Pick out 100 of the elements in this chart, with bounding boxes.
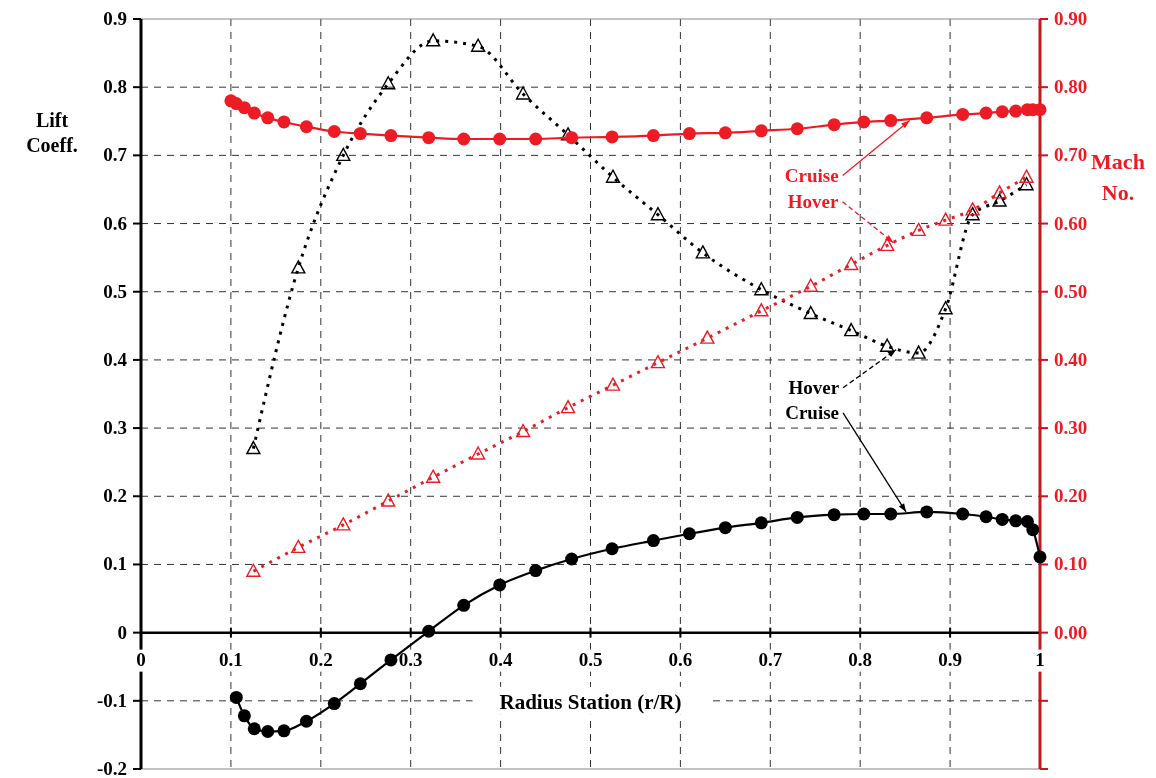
point — [277, 724, 291, 738]
point — [992, 185, 1007, 199]
point — [754, 124, 768, 138]
point — [879, 237, 895, 252]
y2-tick-label: 0.30 — [1054, 417, 1088, 439]
y-axis-title: Lift Coeff. — [26, 109, 78, 157]
point — [857, 507, 871, 521]
x-tick-label: 0.6 — [668, 648, 693, 670]
point — [247, 106, 261, 120]
point — [992, 193, 1007, 207]
point — [682, 127, 696, 141]
point — [790, 122, 804, 136]
point — [529, 132, 543, 146]
point — [261, 725, 275, 738]
y2-tick-label: 0.40 — [1054, 348, 1088, 370]
point — [457, 598, 471, 612]
y-tick-label: 0.2 — [103, 485, 127, 507]
point — [327, 125, 341, 138]
x-tick-label: 0 — [136, 648, 146, 670]
point — [384, 129, 398, 143]
point — [965, 206, 980, 221]
point — [470, 38, 486, 52]
y2-tick-label: 0.80 — [1054, 76, 1088, 98]
point — [938, 212, 953, 226]
y2-tick-label: 0.00 — [1054, 621, 1088, 643]
point — [911, 345, 926, 359]
x-tick-label: 0.9 — [938, 648, 962, 670]
point — [381, 493, 396, 507]
point — [1009, 514, 1023, 528]
point — [247, 722, 261, 736]
y-tick-label: 0.9 — [103, 8, 127, 29]
point — [515, 423, 531, 438]
point — [277, 115, 291, 129]
point — [938, 301, 953, 315]
point — [470, 446, 486, 460]
point — [646, 534, 660, 548]
point — [827, 508, 841, 522]
point — [605, 169, 621, 183]
point — [827, 118, 841, 132]
point — [336, 147, 351, 162]
x-tick-label: 0.7 — [758, 648, 783, 670]
point — [995, 105, 1009, 119]
point — [422, 624, 436, 638]
point — [646, 129, 660, 143]
point — [844, 256, 859, 271]
point — [237, 101, 251, 115]
y2-tick-label: 0.60 — [1054, 212, 1088, 234]
point — [803, 278, 818, 292]
point — [754, 516, 768, 530]
point — [844, 322, 859, 337]
y-tick-label: 0.3 — [103, 417, 127, 439]
point — [718, 521, 732, 535]
point — [979, 106, 993, 120]
point — [911, 222, 926, 237]
point — [605, 130, 619, 144]
y-tick-label: 0.6 — [103, 212, 127, 234]
x-tick-label: 0.5 — [578, 648, 603, 670]
x-tick-label: 0.4 — [488, 648, 513, 670]
x-tick-label: 0.1 — [219, 648, 243, 670]
point — [425, 33, 441, 47]
point — [529, 564, 543, 578]
y2-tick-label: 0.10 — [1054, 553, 1088, 575]
y-tick-label: 0.7 — [103, 144, 128, 166]
point — [246, 563, 261, 577]
point — [920, 111, 934, 125]
point — [565, 131, 579, 145]
y-tick-label: -0.2 — [96, 758, 127, 778]
point — [299, 714, 313, 728]
x-tick-label: 1 — [1035, 648, 1045, 670]
annotation: Cruise — [784, 164, 839, 186]
point — [291, 260, 306, 274]
point — [965, 202, 980, 216]
point — [560, 399, 576, 414]
point — [979, 510, 993, 524]
point — [565, 552, 579, 566]
point — [790, 510, 804, 524]
x-tick-label: 0.2 — [308, 648, 333, 670]
y-tick-label: 0 — [117, 621, 127, 643]
x-tick-label: 0.8 — [848, 648, 873, 670]
point — [1026, 523, 1040, 537]
point — [327, 697, 341, 711]
annotation: Hover — [787, 190, 840, 212]
point — [457, 132, 471, 146]
x-axis-title: Radius Station (r/R) — [499, 689, 682, 714]
point — [754, 281, 769, 296]
y-tick-label: 0.5 — [103, 280, 127, 302]
point — [857, 115, 871, 129]
point — [956, 107, 970, 121]
point — [353, 127, 367, 141]
y-tick-label: 0.1 — [103, 553, 127, 575]
point — [682, 527, 696, 541]
point — [1019, 176, 1034, 191]
point — [336, 517, 351, 531]
point — [650, 206, 666, 221]
annotation: Hover — [788, 376, 840, 398]
point — [605, 542, 619, 556]
point — [700, 330, 715, 344]
x-tick-label: 0.3 — [398, 648, 423, 670]
point — [261, 111, 275, 125]
point — [384, 653, 398, 667]
